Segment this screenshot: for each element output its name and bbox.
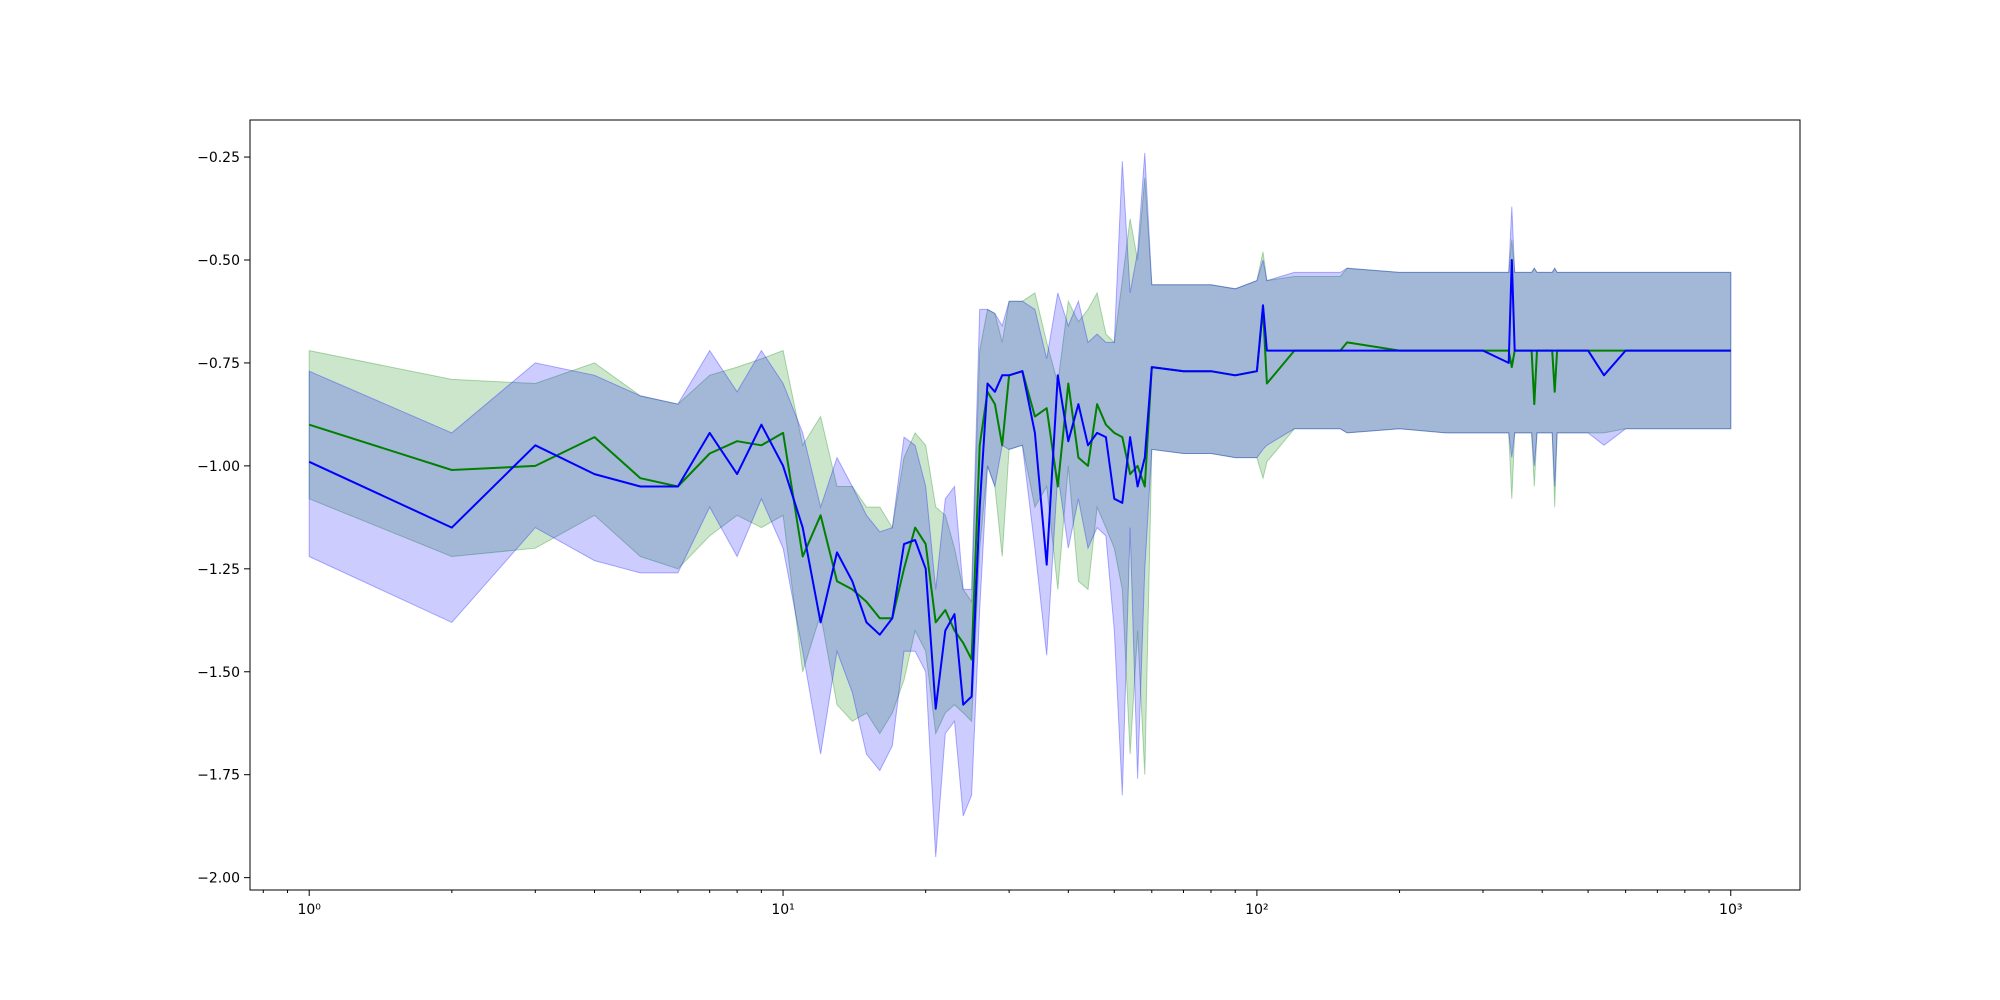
y-axis: −0.25 −0.50 −0.75 −1.00 −1.25 −1.50 −1.75 −2.00 <box>197 150 250 887</box>
y-tick-label: −1.75 <box>197 768 240 784</box>
x-axis: 10⁰ 10¹ 10² 10³ <box>262 890 1742 918</box>
plot-frame <box>249 119 1801 891</box>
x-tick-label: 10³ <box>1719 902 1742 918</box>
series-1-band <box>308 177 1732 775</box>
x-tick-label: 10¹ <box>771 902 794 918</box>
y-tick-label: −1.50 <box>197 665 240 681</box>
y-tick-label: −1.25 <box>197 562 240 578</box>
x-tick-label: 10⁰ <box>297 902 321 918</box>
y-tick-label: −0.75 <box>197 356 240 372</box>
confidence-bands <box>308 152 1732 858</box>
series-2-band <box>308 152 1732 858</box>
y-tick-label: −1.00 <box>197 459 240 475</box>
x-tick-label: 10² <box>1245 902 1268 918</box>
y-tick-label: −0.25 <box>197 150 240 166</box>
series-lines <box>308 259 1731 710</box>
y-tick-label: −2.00 <box>197 871 240 887</box>
series-2-line <box>308 259 1731 710</box>
y-tick-label: −0.50 <box>197 253 240 269</box>
